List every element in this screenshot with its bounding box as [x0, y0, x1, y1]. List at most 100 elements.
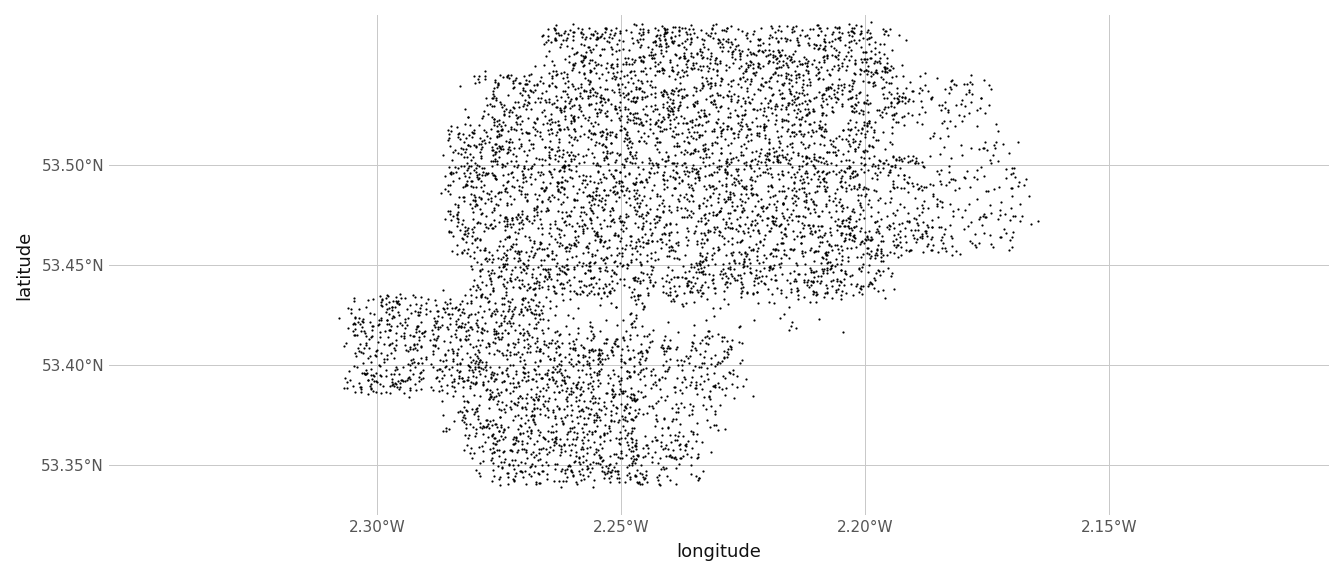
Point — [489, 143, 511, 152]
Point — [507, 161, 528, 170]
Point — [469, 147, 491, 156]
Point — [587, 445, 609, 454]
Point — [730, 237, 751, 246]
Point — [851, 237, 872, 247]
Point — [390, 290, 411, 299]
Point — [562, 63, 583, 72]
Point — [579, 176, 601, 185]
Point — [594, 199, 616, 209]
Point — [734, 268, 755, 278]
Point — [665, 238, 687, 247]
Point — [358, 376, 379, 385]
Point — [683, 339, 704, 348]
Point — [774, 223, 796, 232]
Point — [625, 242, 646, 251]
Point — [599, 298, 621, 308]
Point — [563, 116, 585, 125]
Point — [512, 101, 534, 111]
Point — [504, 412, 526, 421]
Point — [532, 119, 554, 128]
Point — [546, 70, 567, 79]
Point — [489, 97, 511, 107]
Point — [813, 44, 835, 53]
Point — [462, 71, 484, 81]
Point — [961, 217, 982, 226]
Point — [841, 226, 863, 235]
Point — [702, 243, 723, 252]
Point — [860, 17, 882, 26]
Point — [980, 158, 1001, 167]
Point — [692, 256, 714, 266]
Point — [864, 49, 886, 58]
Point — [493, 216, 515, 225]
Point — [698, 374, 719, 384]
Point — [500, 347, 521, 357]
Point — [458, 331, 480, 340]
Point — [722, 39, 743, 48]
Point — [797, 203, 818, 213]
Point — [496, 158, 517, 168]
Point — [515, 96, 536, 105]
Point — [641, 82, 663, 91]
Point — [894, 170, 915, 179]
Point — [558, 160, 579, 169]
Point — [930, 105, 952, 114]
Point — [626, 147, 648, 157]
Point — [800, 97, 821, 106]
Point — [794, 169, 816, 178]
Point — [892, 71, 914, 81]
Point — [507, 393, 528, 403]
Point — [986, 157, 1008, 166]
Point — [554, 112, 575, 121]
Point — [550, 31, 571, 40]
Point — [633, 121, 655, 130]
Point — [476, 94, 497, 103]
Point — [499, 137, 520, 146]
Point — [637, 131, 659, 141]
Point — [458, 131, 480, 140]
Point — [454, 134, 476, 143]
Point — [480, 125, 501, 134]
Point — [509, 353, 531, 362]
Point — [646, 105, 668, 114]
Point — [485, 439, 507, 449]
Point — [680, 469, 702, 478]
Point — [620, 67, 641, 77]
Point — [535, 457, 556, 467]
Point — [915, 228, 937, 237]
Point — [696, 195, 718, 204]
Point — [626, 94, 648, 103]
Point — [491, 142, 512, 151]
Point — [829, 132, 851, 141]
Point — [732, 164, 754, 173]
Point — [722, 188, 743, 198]
Point — [358, 376, 379, 385]
Point — [601, 472, 622, 481]
Point — [632, 392, 653, 401]
Point — [376, 316, 398, 325]
Point — [526, 154, 547, 163]
Point — [863, 133, 884, 142]
Point — [921, 223, 942, 232]
Point — [630, 211, 652, 221]
Point — [755, 122, 777, 131]
Point — [657, 98, 679, 107]
Point — [679, 210, 700, 219]
Point — [837, 130, 859, 139]
Point — [945, 176, 966, 185]
Point — [512, 324, 534, 334]
Point — [730, 55, 751, 64]
Point — [832, 100, 853, 109]
Point — [775, 154, 797, 164]
Point — [536, 341, 558, 350]
Point — [841, 290, 863, 300]
Point — [574, 419, 595, 429]
Point — [577, 247, 598, 256]
Point — [407, 321, 429, 331]
Point — [507, 210, 528, 219]
Point — [715, 374, 737, 383]
Point — [555, 378, 577, 388]
Point — [585, 69, 606, 78]
Point — [703, 283, 724, 292]
Point — [523, 452, 544, 461]
